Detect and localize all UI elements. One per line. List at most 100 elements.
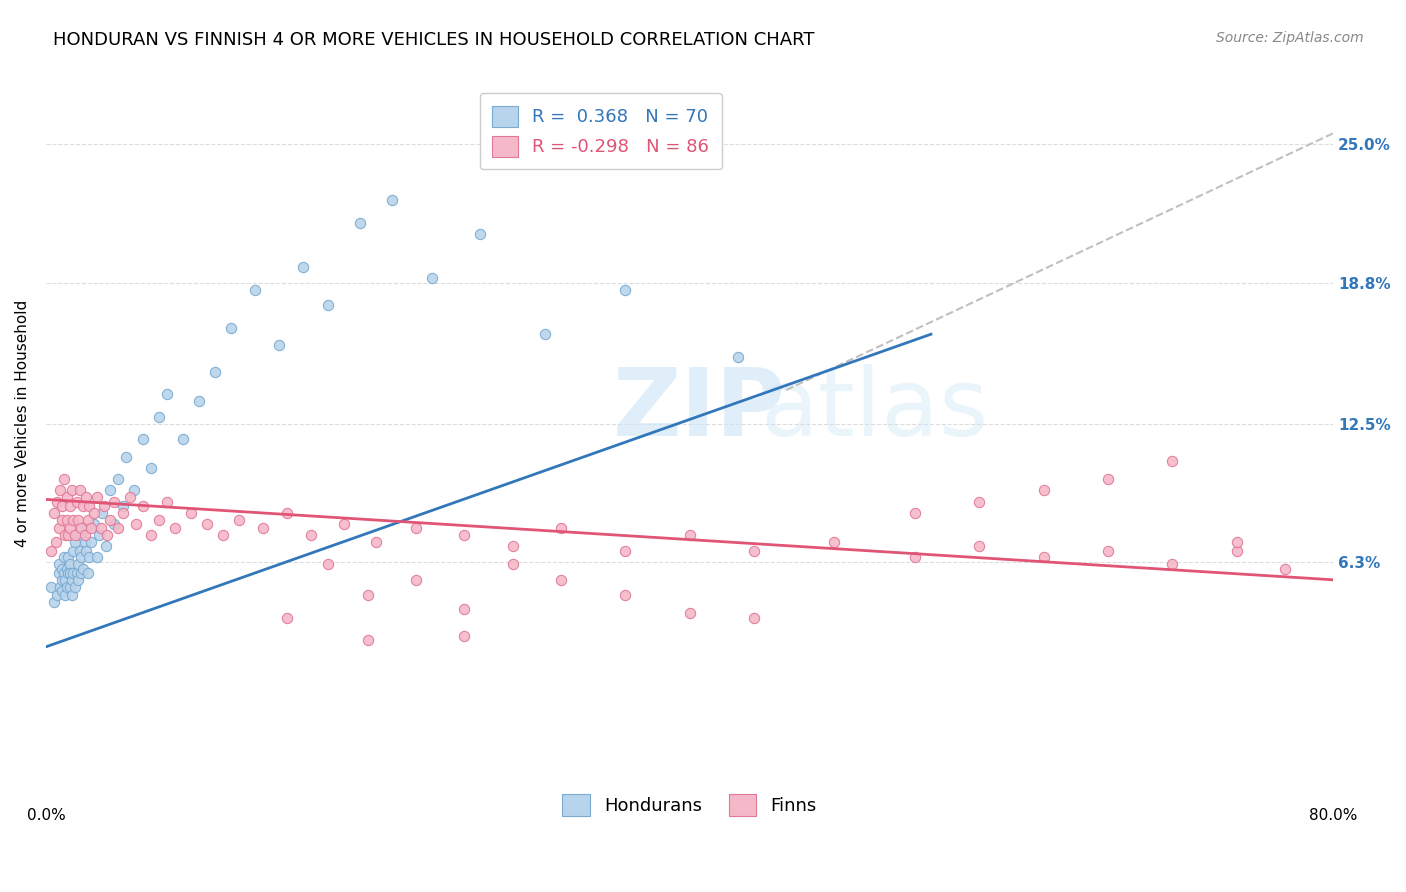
Point	[357, 589, 380, 603]
Point	[73, 534, 96, 549]
Point	[550, 521, 572, 535]
Point	[316, 298, 339, 312]
Point	[70, 566, 93, 580]
Point	[48, 557, 70, 571]
Point	[62, 512, 84, 526]
Point	[60, 589, 83, 603]
Point	[63, 580, 86, 594]
Point	[58, 528, 80, 542]
Point	[94, 539, 117, 553]
Point	[131, 432, 153, 446]
Point	[49, 580, 72, 594]
Point	[90, 521, 112, 535]
Point	[87, 528, 110, 542]
Point	[742, 611, 765, 625]
Point	[125, 516, 148, 531]
Point	[112, 499, 135, 513]
Point	[53, 573, 76, 587]
Point	[502, 557, 524, 571]
Point	[73, 528, 96, 542]
Point	[276, 611, 298, 625]
Point	[614, 283, 637, 297]
Point	[75, 521, 97, 535]
Point	[93, 499, 115, 513]
Point	[533, 327, 555, 342]
Point	[52, 550, 75, 565]
Point	[59, 521, 82, 535]
Point	[148, 409, 170, 424]
Point	[69, 543, 91, 558]
Point	[139, 528, 162, 542]
Point	[52, 566, 75, 580]
Point	[678, 607, 700, 621]
Point	[103, 516, 125, 531]
Point	[180, 506, 202, 520]
Point	[502, 539, 524, 553]
Point	[420, 271, 443, 285]
Point	[79, 499, 101, 513]
Point	[1161, 454, 1184, 468]
Point	[56, 561, 79, 575]
Point	[98, 483, 121, 498]
Point	[301, 528, 323, 542]
Point	[76, 512, 98, 526]
Point	[48, 566, 70, 580]
Point	[69, 483, 91, 498]
Point	[83, 506, 105, 520]
Point	[219, 320, 242, 334]
Point	[67, 557, 90, 571]
Point	[80, 534, 103, 549]
Legend: Hondurans, Finns: Hondurans, Finns	[555, 787, 824, 822]
Point	[1274, 561, 1296, 575]
Point	[228, 512, 250, 526]
Point	[39, 580, 62, 594]
Point	[453, 629, 475, 643]
Point	[65, 494, 87, 508]
Point	[470, 227, 492, 241]
Point	[51, 561, 73, 575]
Point	[58, 550, 80, 565]
Point	[96, 528, 118, 542]
Point	[124, 483, 146, 498]
Point	[1226, 543, 1249, 558]
Point	[59, 499, 82, 513]
Point	[112, 506, 135, 520]
Point	[72, 499, 94, 513]
Text: 0.0%: 0.0%	[27, 808, 65, 823]
Point	[1097, 543, 1119, 558]
Y-axis label: 4 or more Vehicles in Household: 4 or more Vehicles in Household	[15, 300, 30, 547]
Point	[51, 573, 73, 587]
Point	[103, 494, 125, 508]
Point	[53, 528, 76, 542]
Point	[79, 550, 101, 565]
Point	[63, 528, 86, 542]
Point	[156, 494, 179, 508]
Point	[212, 528, 235, 542]
Point	[69, 528, 91, 542]
Point	[70, 521, 93, 535]
Point	[405, 521, 427, 535]
Point	[276, 506, 298, 520]
Point	[53, 589, 76, 603]
Point	[904, 506, 927, 520]
Point	[42, 506, 65, 520]
Point	[67, 573, 90, 587]
Point	[678, 528, 700, 542]
Point	[42, 595, 65, 609]
Point	[72, 561, 94, 575]
Point	[67, 512, 90, 526]
Point	[59, 566, 82, 580]
Point	[292, 260, 315, 275]
Point	[131, 499, 153, 513]
Point	[163, 521, 186, 535]
Point	[405, 573, 427, 587]
Point	[56, 580, 79, 594]
Point	[62, 543, 84, 558]
Point	[75, 490, 97, 504]
Point	[59, 557, 82, 571]
Point	[59, 580, 82, 594]
Point	[48, 521, 70, 535]
Point	[107, 521, 129, 535]
Point	[60, 483, 83, 498]
Point	[904, 550, 927, 565]
